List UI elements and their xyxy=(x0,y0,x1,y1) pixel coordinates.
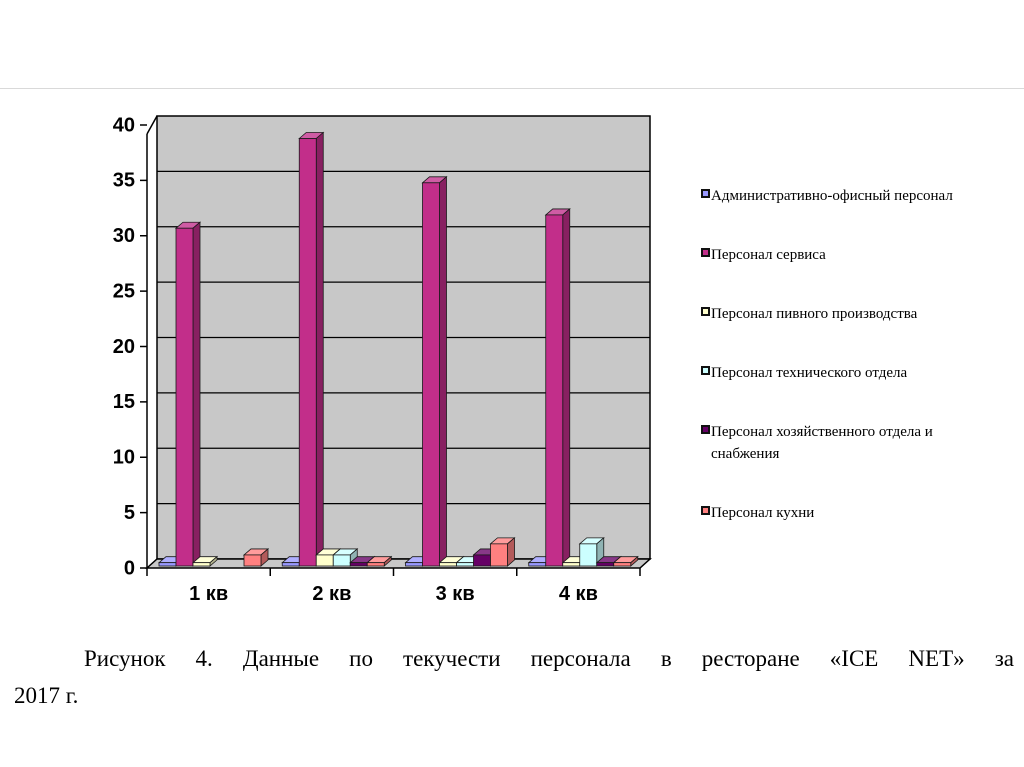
bar xyxy=(545,214,564,567)
bar xyxy=(490,543,508,567)
bar xyxy=(562,562,581,567)
bar xyxy=(366,562,385,567)
bar xyxy=(192,562,211,567)
legend-label: Административно-офисный персонал xyxy=(711,188,953,204)
bar xyxy=(175,227,194,567)
bar xyxy=(315,554,334,567)
y-tick-label: 5 xyxy=(124,502,135,524)
y-tick-label: 0 xyxy=(124,557,135,579)
legend-item: Персонал технического отдела xyxy=(701,362,1021,384)
legend-label: Персонал сервиса xyxy=(711,247,826,263)
legend-item: Персонал сервиса xyxy=(701,244,1021,266)
legend-label: Персонал кухни xyxy=(711,505,815,521)
y-tick-label: 30 xyxy=(113,225,135,247)
x-category-label: 1 кв xyxy=(189,583,228,605)
x-category-label: 3 кв xyxy=(436,583,475,605)
legend-marker xyxy=(701,366,710,375)
legend-marker xyxy=(701,248,710,257)
chart-legend: Административно-офисный персонал Персонал… xyxy=(701,185,1021,561)
bar xyxy=(243,554,262,567)
bar-side xyxy=(192,221,201,567)
bar xyxy=(473,554,491,567)
figure-caption-line1: Рисунок 4. Данные по текучести персонала… xyxy=(84,646,1014,671)
bar xyxy=(439,562,457,567)
bar-side xyxy=(439,175,447,567)
bar xyxy=(613,562,632,567)
bar-side xyxy=(562,208,571,567)
legend-label: Персонал хозяйственного отдела и снабжен… xyxy=(711,424,933,462)
bar xyxy=(528,562,547,567)
bar xyxy=(422,182,440,567)
y-tick-label: 10 xyxy=(113,447,135,469)
chart-area: 0 5 10 15 20 25 30 35 40 1 кв 2 кв 3 кв 4 кв xyxy=(0,90,700,620)
bar xyxy=(298,138,317,567)
plot-floor xyxy=(145,558,652,569)
bar xyxy=(456,562,474,567)
legend-marker xyxy=(701,189,710,198)
legend-label: Персонал пивного производства xyxy=(711,306,918,322)
y-tick-label: 15 xyxy=(113,391,135,413)
y-tick-label: 25 xyxy=(113,280,135,302)
x-category-label: 2 кв xyxy=(312,583,351,605)
horizontal-rule xyxy=(0,88,1024,89)
legend-item: Персонал пивного производства xyxy=(701,303,1021,325)
bar-chart: 0 5 10 15 20 25 30 35 40 1 кв 2 кв 3 кв 4 кв xyxy=(113,114,652,605)
y-tick-label: 35 xyxy=(113,170,135,192)
legend-marker xyxy=(701,307,710,316)
figure-caption: Рисунок 4. Данные по текучести персонала… xyxy=(14,640,1014,714)
legend-item: Персонал хозяйственного отдела и снабжен… xyxy=(701,421,1021,465)
legend-item: Персонал кухни xyxy=(701,502,1021,524)
legend-label: Персонал технического отдела xyxy=(711,365,908,381)
legend-marker xyxy=(701,425,710,434)
bar xyxy=(281,562,300,567)
bar xyxy=(596,562,615,567)
figure-caption-line2: 2017 г. xyxy=(14,683,79,708)
bar xyxy=(332,554,351,567)
legend-marker xyxy=(701,506,710,515)
y-tick-label: 20 xyxy=(113,336,135,358)
x-category-label: 4 кв xyxy=(559,583,598,605)
bar-side xyxy=(315,131,324,567)
y-axis-corner xyxy=(146,115,158,135)
legend-item: Административно-офисный персонал xyxy=(701,185,1021,207)
bar xyxy=(349,562,368,567)
y-tick-label: 40 xyxy=(113,114,135,136)
bar xyxy=(158,562,177,567)
bar xyxy=(579,543,598,567)
bar xyxy=(405,562,423,567)
